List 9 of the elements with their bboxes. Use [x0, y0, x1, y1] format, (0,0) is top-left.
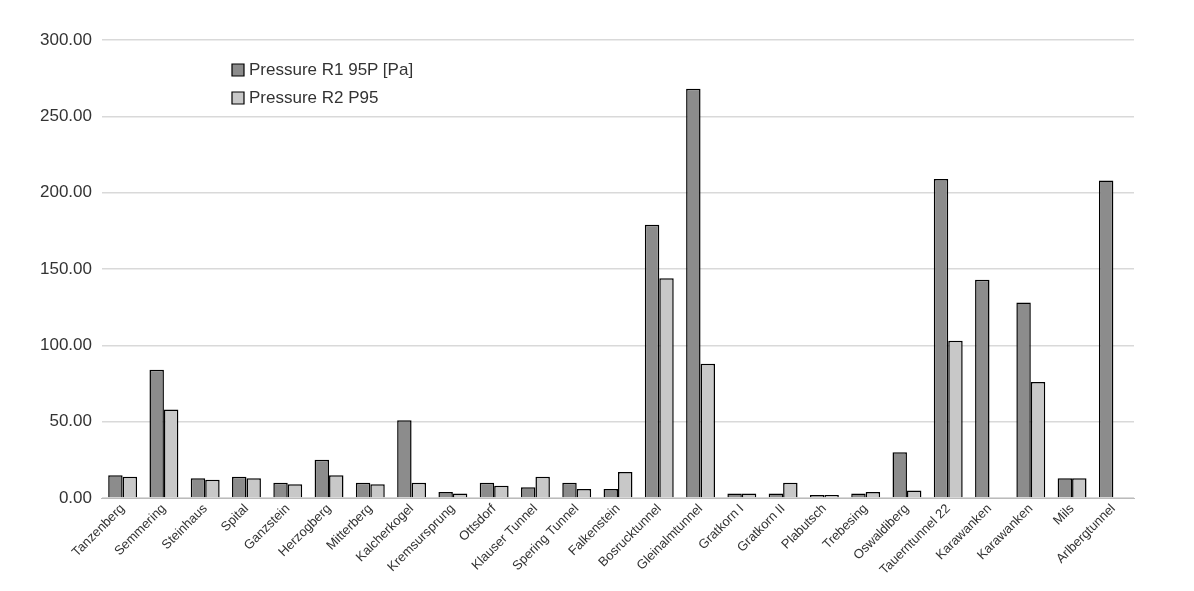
- y-tick-label: 200.00: [40, 182, 92, 202]
- y-tick-label: 250.00: [40, 106, 92, 126]
- legend-label: Pressure R1 95P [Pa]: [249, 59, 414, 79]
- y-tick-label: 150.00: [40, 258, 92, 278]
- y-tick-label: 300.00: [40, 29, 92, 49]
- legend-label: Pressure R2 P95: [249, 87, 379, 107]
- y-tick-label: 50.00: [49, 411, 92, 431]
- y-tick-label: 100.00: [40, 335, 92, 355]
- y-tick-label: 0.00: [58, 487, 92, 507]
